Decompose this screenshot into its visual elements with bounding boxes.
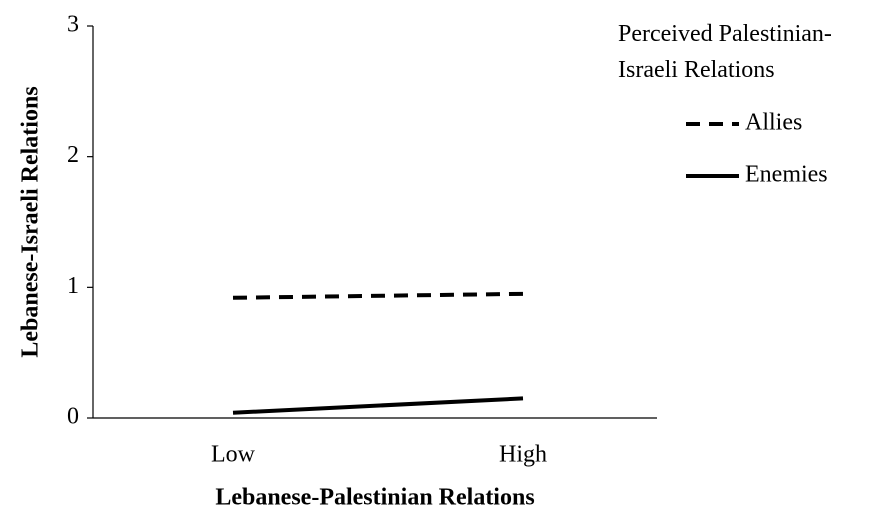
x-axis-label: Lebanese-Palestinian Relations	[215, 485, 534, 511]
y-tick-label: 0	[67, 404, 79, 430]
series-line	[232, 396, 524, 415]
legend-title: Perceived Palestinian-Israeli Relations	[618, 21, 832, 83]
y-tick-label: 2	[67, 142, 79, 168]
y-tick-label: 3	[67, 12, 79, 38]
y-axis-label: Lebanese-Israeli Relations	[18, 86, 44, 357]
legend-label: Enemies	[745, 162, 828, 188]
x-tick-label: Low	[211, 442, 256, 468]
y-tick-label: 1	[67, 273, 79, 299]
series-line	[232, 291, 524, 300]
x-tick-label: High	[499, 442, 547, 468]
legend-label: Allies	[745, 110, 802, 136]
